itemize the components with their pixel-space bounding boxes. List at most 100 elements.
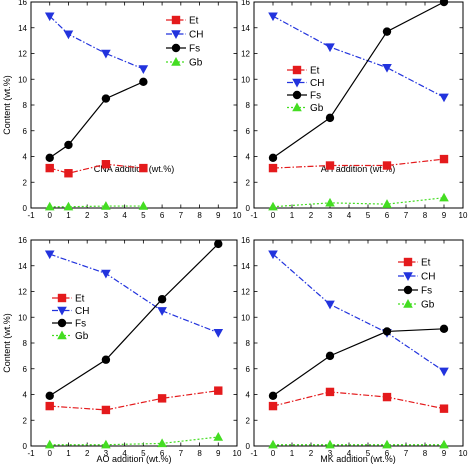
data-point-et xyxy=(268,163,278,173)
x-tick-label: 3 xyxy=(104,211,109,220)
y-tick-label: 6 xyxy=(246,365,251,374)
legend-marker-ch xyxy=(292,78,302,88)
legend-marker-fs xyxy=(403,285,413,295)
legend-label-et: Et xyxy=(421,258,431,269)
y-tick-label: 8 xyxy=(23,101,28,110)
x-tick-label: 0 xyxy=(48,211,53,220)
x-tick-label: 5 xyxy=(141,449,146,458)
data-point-et xyxy=(101,160,111,169)
data-point-ch xyxy=(268,12,278,22)
series-line-fs xyxy=(272,1,445,159)
data-point-gb xyxy=(101,201,111,210)
y-tick-label: 16 xyxy=(241,0,250,7)
y-tick-label: 16 xyxy=(18,236,27,245)
data-point-gb xyxy=(138,201,149,210)
y-tick-label: 12 xyxy=(241,288,250,297)
legend-marker-ch xyxy=(171,30,181,39)
data-point-fs xyxy=(157,295,167,304)
data-point-et xyxy=(64,169,73,178)
x-tick-label: 7 xyxy=(179,449,184,458)
y-tick-label: 4 xyxy=(246,391,251,400)
x-tick-label: -1 xyxy=(250,211,258,220)
data-point-ch xyxy=(439,93,449,103)
x-tick-label: 7 xyxy=(179,211,184,220)
series-line-fs xyxy=(49,243,219,397)
legend-label-gb: Gb xyxy=(75,331,89,342)
x-tick-label: 4 xyxy=(347,211,352,220)
series-line-fs xyxy=(49,81,144,159)
x-tick-label: 1 xyxy=(290,449,295,458)
data-point-fs xyxy=(64,140,73,150)
legend-label-ch: CH xyxy=(75,306,89,317)
x-tick-label: 5 xyxy=(366,211,371,220)
x-tick-label: -1 xyxy=(27,211,35,220)
data-point-gb xyxy=(44,439,55,449)
y-tick-label: 14 xyxy=(18,24,27,33)
data-point-gb xyxy=(439,439,449,449)
data-point-gb xyxy=(63,201,74,211)
y-tick-label: 16 xyxy=(241,236,250,245)
x-tick-label: 7 xyxy=(404,449,409,458)
legend-marker-et xyxy=(292,65,302,75)
data-point-gb xyxy=(268,201,278,211)
y-tick-label: 2 xyxy=(246,178,251,187)
series-line-gb xyxy=(49,205,144,208)
data-point-fs xyxy=(325,113,335,123)
x-axis-label: AO addition (wt.%) xyxy=(96,454,171,464)
y-tick-label: 4 xyxy=(23,153,28,162)
y-tick-label: 4 xyxy=(23,391,28,400)
x-tick-label: 8 xyxy=(423,211,428,220)
x-tick-label: 8 xyxy=(197,211,202,220)
data-point-gb xyxy=(157,438,167,448)
y-tick-label: 0 xyxy=(23,204,28,213)
x-tick-label: 1 xyxy=(66,449,71,458)
y-tick-label: 14 xyxy=(241,262,250,271)
series-line-et xyxy=(49,163,144,174)
y-tick-label: 2 xyxy=(23,416,28,425)
data-point-fs xyxy=(325,351,335,361)
data-point-gb xyxy=(268,439,278,449)
data-point-gb xyxy=(325,439,335,449)
data-point-ch xyxy=(439,367,449,377)
legend-label-ch: CH xyxy=(310,78,324,89)
series-line-gb xyxy=(272,197,445,208)
data-point-gb xyxy=(439,192,449,202)
data-point-ch xyxy=(213,329,224,338)
y-tick-label: 2 xyxy=(246,416,251,425)
y-tick-label: 8 xyxy=(246,339,251,348)
series-line-et xyxy=(49,390,219,411)
legend-marker-fs xyxy=(292,90,302,100)
data-point-ch xyxy=(101,269,111,279)
x-tick-label: 5 xyxy=(141,211,146,220)
data-point-fs xyxy=(382,27,392,36)
legend-label-ch: CH xyxy=(189,30,203,41)
data-point-et xyxy=(439,154,449,164)
data-point-et xyxy=(439,404,449,413)
x-tick-label: 9 xyxy=(442,211,447,220)
legend-marker-ch xyxy=(403,272,413,281)
x-tick-label: 4 xyxy=(122,449,127,458)
x-axis-label: MK addition (wt.%) xyxy=(320,454,396,464)
data-point-fs xyxy=(214,239,223,249)
y-tick-label: 8 xyxy=(23,339,28,348)
series-line-ch xyxy=(272,253,445,372)
x-tick-label: 6 xyxy=(385,211,390,220)
x-tick-label: 10 xyxy=(459,449,468,458)
x-tick-label: 2 xyxy=(309,449,314,458)
data-point-ch xyxy=(63,30,74,40)
x-tick-label: 10 xyxy=(233,211,242,220)
legend-label-fs: Fs xyxy=(421,286,432,297)
legend-marker-fs xyxy=(171,43,181,53)
x-tick-label: 9 xyxy=(216,211,221,220)
series-line-gb xyxy=(49,436,219,446)
data-point-et xyxy=(214,386,223,395)
legend-marker-et xyxy=(403,257,413,267)
x-tick-label: 1 xyxy=(66,211,71,220)
x-tick-label: 6 xyxy=(160,211,165,220)
legend-label-fs: Fs xyxy=(189,44,200,55)
x-axis-label: AH addition (wt.%) xyxy=(321,164,396,174)
x-axis-label: CNA addition (wt.%) xyxy=(94,164,175,174)
data-point-fs xyxy=(101,355,111,364)
